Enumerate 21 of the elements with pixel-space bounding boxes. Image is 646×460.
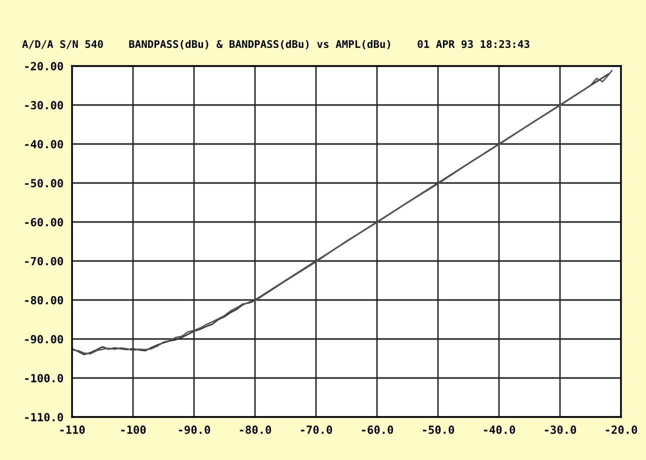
y-tick-label: -40.00 (25, 140, 63, 148)
y-tick-label: -50.00 (25, 178, 63, 188)
x-tick-label: -30.0 (544, 426, 576, 434)
y-tick-label: -90.00 (25, 334, 63, 344)
x-tick-label: -80.0 (240, 426, 272, 434)
x-tick-label: -110 (60, 426, 85, 434)
x-tick-label: -70.0 (300, 426, 332, 434)
x-tick-label: -20.0 (606, 426, 638, 434)
chart-title: A/D/A S/N 540 BANDPASS(dBu) & BANDPASS(dBu) vs AMPL(dBu) 01 APR 93 18:23:43 (22, 40, 530, 50)
x-tick-label: -40.0 (484, 426, 516, 434)
y-tick-label: -60.00 (25, 218, 63, 226)
x-tick-label: -60.0 (362, 426, 394, 434)
x-tick-label: -50.0 (422, 426, 454, 434)
y-tick-label: -20.00 (25, 62, 63, 70)
y-tick-label: -80.00 (25, 296, 63, 304)
y-tick-label: -30.00 (25, 100, 63, 110)
y-tick-label: -110.0 (25, 412, 63, 422)
y-tick-label: -100.0 (25, 374, 63, 382)
x-tick-label: -90.0 (178, 426, 210, 434)
y-tick-label: -70.00 (25, 256, 63, 266)
x-tick-label: -100 (121, 426, 146, 434)
